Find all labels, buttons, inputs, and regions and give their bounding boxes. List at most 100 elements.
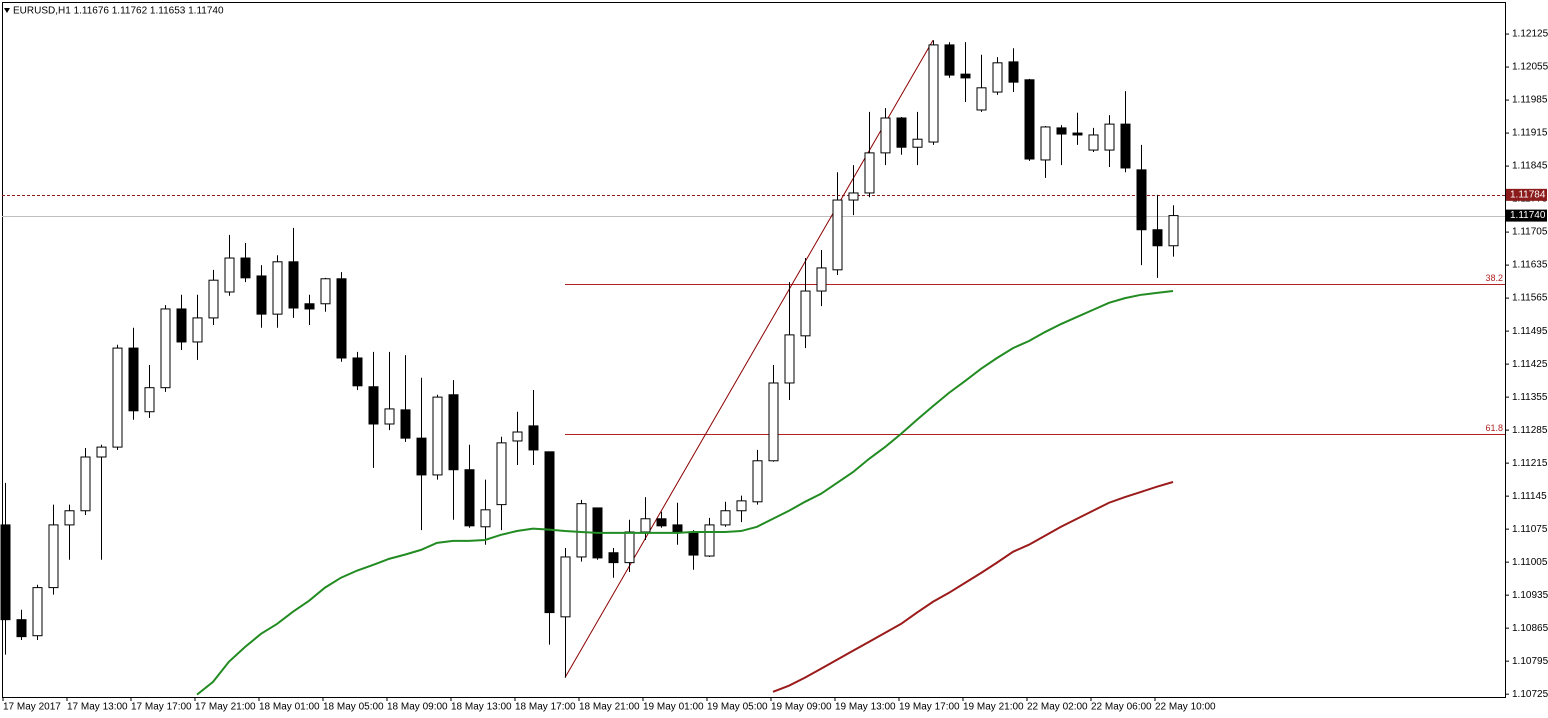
x-tick-label: 19 May 21:00 xyxy=(963,702,1024,713)
y-tick-label: 1.10935 xyxy=(1512,590,1548,601)
x-tick-label: 22 May 10:00 xyxy=(1155,702,1216,713)
candle-body xyxy=(912,138,923,148)
x-tick-label: 22 May 06:00 xyxy=(1091,702,1152,713)
candle-body xyxy=(80,456,91,512)
candle-body xyxy=(112,347,123,448)
candle-body xyxy=(1104,123,1115,151)
candle-body xyxy=(32,587,43,637)
candle-body xyxy=(560,556,571,618)
y-tick-label: 1.11285 xyxy=(1512,425,1548,436)
x-tick-label: 18 May 13:00 xyxy=(451,702,512,713)
candle-body xyxy=(240,257,251,279)
y-tick-label: 1.11635 xyxy=(1512,260,1548,271)
candle-body xyxy=(64,510,75,526)
candle-body xyxy=(720,510,731,526)
candle-body xyxy=(464,469,475,527)
candle-body xyxy=(896,117,907,148)
candle-body xyxy=(544,451,555,614)
y-tick-label: 1.11145 xyxy=(1512,491,1547,502)
candle-body xyxy=(160,308,171,389)
candle-body xyxy=(1040,126,1051,161)
x-tick-label: 19 May 09:00 xyxy=(771,702,832,713)
candle-body xyxy=(992,62,1003,93)
x-tick-label: 17 May 21:00 xyxy=(195,702,256,713)
x-tick-label: 18 May 01:00 xyxy=(259,702,320,713)
candle-body xyxy=(400,409,411,439)
candle-body xyxy=(672,524,683,533)
candle-body xyxy=(368,386,379,425)
y-tick-label: 1.11005 xyxy=(1512,557,1548,568)
candle-body xyxy=(1152,229,1163,247)
candle-body xyxy=(128,347,139,412)
x-tick-label: 17 May 17:00 xyxy=(131,702,192,713)
candle-body xyxy=(96,446,107,458)
candle-body xyxy=(864,152,875,194)
x-tick-label: 17 May 13:00 xyxy=(67,702,128,713)
candle-body xyxy=(224,257,235,293)
candle-body xyxy=(432,396,443,476)
candle-body xyxy=(352,357,363,387)
candle-body xyxy=(512,431,523,442)
candle-body xyxy=(880,117,891,154)
candle-body xyxy=(272,261,283,315)
x-tick-label: 17 May 2017 xyxy=(3,702,61,713)
candle-body xyxy=(1008,61,1019,83)
candle-body xyxy=(1136,169,1147,231)
chart-title: EURUSD,H1 1.11676 1.11762 1.11653 1.1174… xyxy=(13,6,224,17)
y-tick-label: 1.10795 xyxy=(1512,656,1548,667)
candle-body xyxy=(800,290,811,337)
candle-body xyxy=(832,199,843,271)
x-tick-label: 19 May 05:00 xyxy=(707,702,768,713)
candle-body xyxy=(752,460,763,503)
y-tick-label: 1.11985 xyxy=(1512,95,1548,106)
candle-body xyxy=(768,382,779,462)
y-tick-label: 1.11075 xyxy=(1512,524,1548,535)
candle-body xyxy=(416,437,427,476)
candle-body xyxy=(704,524,715,557)
candle-body xyxy=(736,500,747,512)
candle-body xyxy=(496,442,507,506)
candle-body xyxy=(384,408,395,425)
candle-body xyxy=(784,334,795,384)
candle-body xyxy=(288,261,299,309)
fib-label: 61.8 xyxy=(1485,423,1503,433)
candle-body xyxy=(1168,215,1179,247)
candle-body xyxy=(176,308,187,343)
candle-body xyxy=(960,73,971,79)
price-label-box xyxy=(1506,188,1547,201)
candle-body xyxy=(1024,79,1035,160)
candle-body xyxy=(816,267,827,292)
candle-body xyxy=(848,192,859,201)
candle-body xyxy=(640,518,651,533)
x-tick-label: 18 May 17:00 xyxy=(515,702,576,713)
candle-body xyxy=(256,275,267,315)
y-tick-label: 1.12055 xyxy=(1512,62,1548,73)
x-tick-label: 18 May 05:00 xyxy=(323,702,384,713)
menu-arrow[interactable] xyxy=(4,8,10,13)
y-tick-label: 1.10725 xyxy=(1512,689,1548,700)
moving-average xyxy=(196,290,1174,696)
y-tick-label: 1.11425 xyxy=(1512,359,1548,370)
candle-body xyxy=(48,524,59,589)
candle-body xyxy=(976,87,987,111)
y-tick-label: 1.11215 xyxy=(1512,458,1548,469)
x-tick-label: 19 May 01:00 xyxy=(643,702,704,713)
candle-body xyxy=(1072,132,1083,136)
candle-body xyxy=(304,303,315,310)
x-tick-label: 22 May 02:00 xyxy=(1027,702,1088,713)
fib-trendline xyxy=(564,39,934,678)
candle-body xyxy=(944,44,955,76)
candle-body xyxy=(656,518,667,527)
candle-body xyxy=(16,619,27,638)
y-tick-label: 1.11565 xyxy=(1512,293,1548,304)
candle-body xyxy=(576,503,587,558)
candle-body xyxy=(144,387,155,413)
y-tick-label: 1.11495 xyxy=(1512,326,1548,337)
y-tick-label: 1.11355 xyxy=(1512,392,1548,403)
candle-body xyxy=(320,278,331,305)
y-tick-label: 1.12125 xyxy=(1512,29,1548,40)
x-tick-label: 19 May 13:00 xyxy=(835,702,896,713)
y-tick-label: 1.11705 xyxy=(1512,227,1548,238)
